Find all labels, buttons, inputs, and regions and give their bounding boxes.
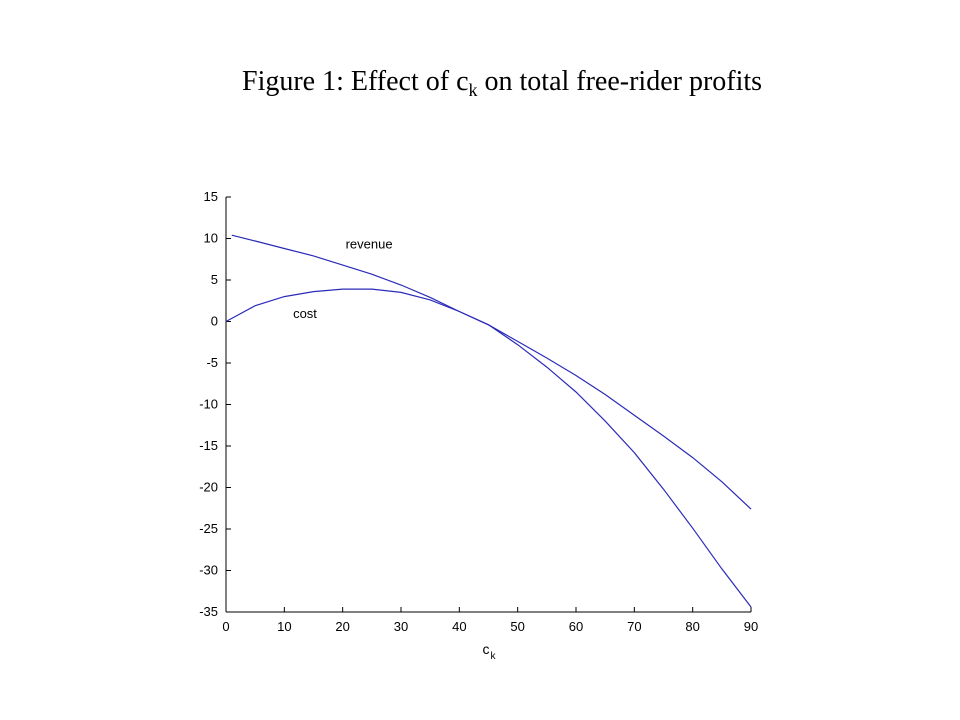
x-tick-label: 20 (335, 619, 349, 634)
axes (225, 197, 751, 613)
x-axis-label-subscript: k (491, 651, 497, 662)
y-tick-label: -5 (206, 355, 218, 370)
y-tick-label: -30 (199, 563, 218, 578)
x-tick-label: 50 (510, 619, 524, 634)
annotation-revenue: revenue (346, 236, 393, 251)
x-tick-label: 30 (394, 619, 408, 634)
y-tick-label: 0 (211, 314, 218, 329)
series-line-revenue (231, 234, 752, 510)
x-tick-label: 80 (685, 619, 699, 634)
y-tick-label: -35 (199, 604, 218, 619)
y-tick-label: -15 (199, 438, 218, 453)
title-subscript: k (468, 80, 478, 100)
annotations: revenue cost (293, 236, 392, 321)
x-tick-label: 70 (627, 619, 641, 634)
x-tick-label: 60 (569, 619, 583, 634)
x-tick-label: 0 (222, 619, 229, 634)
x-axis-label-main: c (483, 641, 490, 657)
figure-title: Figure 1: Effect of ck on total free-rid… (242, 66, 762, 101)
title-rest: on total free-rider profits (477, 66, 763, 97)
x-tick-label: 40 (452, 619, 466, 634)
y-tick-label: -20 (199, 480, 218, 495)
x-tick-label: 10 (277, 619, 291, 634)
y-tick-label: 10 (204, 231, 218, 246)
series-line-cost (225, 288, 752, 608)
y-tick-label: 5 (211, 272, 218, 287)
annotation-cost: cost (293, 306, 317, 321)
title-main: Figure 1: Effect of c (242, 66, 469, 97)
y-tick-label: 15 (204, 189, 218, 204)
y-tick-label: -25 (199, 521, 218, 536)
series-lines (225, 234, 752, 608)
y-tick-label: -10 (199, 397, 218, 412)
x-tick-label: 90 (744, 619, 758, 634)
